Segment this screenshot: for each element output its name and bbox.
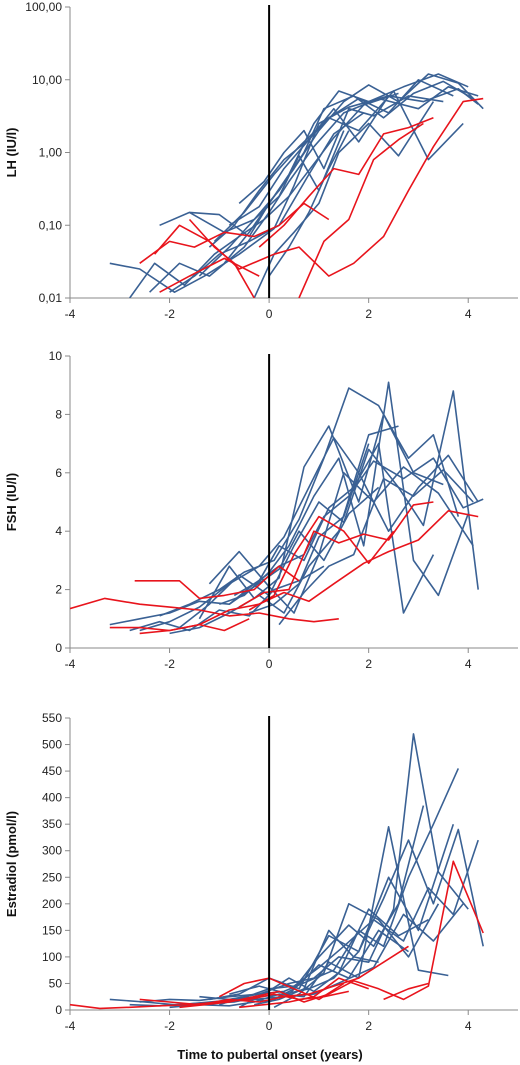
lh-blue-series-line <box>228 95 390 226</box>
fsh-x-tick-label: 0 <box>266 657 273 671</box>
fsh-blue-series-line <box>198 413 444 620</box>
fsh-series-group <box>70 381 484 635</box>
lh-blue-series-line <box>169 112 365 293</box>
estradiol-y-tick-label: 100 <box>42 950 62 964</box>
fsh-red-series-line <box>70 597 339 623</box>
fsh-blue-series-line <box>208 466 474 614</box>
fsh-blue-series-line <box>278 469 474 626</box>
estradiol-y-tick-label: 350 <box>42 817 62 831</box>
lh-blue-series-line <box>253 101 435 298</box>
fsh-x-tick-label: -2 <box>164 657 175 671</box>
fsh-y-tick-label: 4 <box>55 524 62 538</box>
lh-blue-series-line <box>213 90 464 242</box>
estradiol-x-tick-label: 0 <box>266 1019 273 1033</box>
lh-red-series-line <box>159 257 260 293</box>
fsh-blue-series-line <box>159 387 460 617</box>
lh-y-tick-label: 0,10 <box>39 218 63 232</box>
lh-blue-series-line <box>149 86 479 293</box>
estradiol-red-series-line <box>179 860 484 1009</box>
fsh-blue-series-line <box>219 381 469 605</box>
estradiol-blue-series-line <box>199 733 469 1001</box>
lh-blue-series-line <box>223 73 469 264</box>
estradiol-blue-series-line <box>273 902 440 1009</box>
lh-blue-series-line <box>159 80 474 234</box>
estradiol-x-tick-label: -2 <box>164 1019 175 1033</box>
lh-panel: 0,01 0,10 1,00 10,00 100,00 -4 -2 0 2 4 LH (IU/l) <box>4 0 518 321</box>
lh-series-group <box>109 73 484 298</box>
lh-y-tick-label: 0,01 <box>39 291 63 305</box>
lh-x-tick-label: -4 <box>65 307 76 321</box>
estradiol-y-tick-label: 300 <box>42 844 62 858</box>
fsh-blue-series-line <box>129 565 325 632</box>
fsh-blue-series-line <box>139 436 479 632</box>
lh-y-tick-label: 1,00 <box>39 146 63 160</box>
fsh-red-series-line <box>134 565 300 600</box>
lh-y-tick-label: 10,00 <box>32 73 62 87</box>
lh-blue-series-line <box>129 92 399 298</box>
fsh-x-tick-label: 4 <box>465 657 472 671</box>
fsh-x-tick-label: -4 <box>65 657 76 671</box>
fsh-red-series-line <box>238 501 434 608</box>
estradiol-y-tick-label: 150 <box>42 923 62 937</box>
fsh-red-series-line <box>248 515 395 611</box>
estradiol-blue-series-line <box>229 929 409 995</box>
estradiol-y-tick-label: 450 <box>42 764 62 778</box>
estradiol-series-group <box>70 733 484 1010</box>
estradiol-y-tick-label: 500 <box>42 738 62 752</box>
fsh-y-tick-label: 6 <box>55 466 62 480</box>
estradiol-y-tick-label: 0 <box>55 1003 62 1017</box>
lh-x-tick-label: 2 <box>365 307 372 321</box>
fsh-y-tick-label: 8 <box>55 407 62 421</box>
fsh-y-tick-label: 10 <box>49 349 63 363</box>
fsh-x-tick-label: 2 <box>365 657 372 671</box>
estradiol-y-axis-title: Estradiol (pmol/l) <box>4 811 19 917</box>
estradiol-x-tick-label: -4 <box>65 1019 76 1033</box>
estradiol-blue-series-line <box>254 929 379 1006</box>
estradiol-y-tick-label: 550 <box>42 711 62 725</box>
estradiol-y-tick-label: 200 <box>42 897 62 911</box>
fsh-y-tick-label: 2 <box>55 583 62 597</box>
lh-y-tick-label: 100,00 <box>25 0 62 14</box>
estradiol-x-tick-label: 2 <box>365 1019 372 1033</box>
estradiol-red-series-line <box>239 977 369 1009</box>
fsh-panel: 0 2 4 6 8 10 -4 -2 0 2 4 FSH (IU/l) <box>4 349 518 671</box>
estradiol-x-tick-label: 4 <box>465 1019 472 1033</box>
fsh-blue-series-line <box>228 486 380 605</box>
estradiol-red-series-line <box>139 945 409 1006</box>
x-axis-title: Time to pubertal onset (years) <box>177 1047 362 1062</box>
estradiol-y-tick-label: 250 <box>42 870 62 884</box>
lh-x-tick-label: 0 <box>266 307 273 321</box>
lh-y-axis-title: LH (IU/l) <box>4 128 19 178</box>
fsh-blue-series-line <box>233 442 435 614</box>
estradiol-red-series-line <box>218 977 345 1001</box>
estradiol-blue-series-line <box>169 825 449 1009</box>
lh-blue-series-line <box>238 95 444 205</box>
lh-red-series-line <box>139 202 330 264</box>
lh-x-tick-label: -2 <box>164 307 175 321</box>
lh-blue-series-line <box>268 130 350 277</box>
fsh-y-tick-label: 0 <box>55 641 62 655</box>
estradiol-blue-series-line <box>139 768 460 1003</box>
lh-red-series-line <box>188 218 255 298</box>
estradiol-red-series-line <box>383 982 429 1001</box>
estradiol-y-tick-label: 400 <box>42 791 62 805</box>
lh-red-series-line <box>258 117 434 248</box>
fsh-red-series-line <box>139 618 250 635</box>
lh-blue-series-line <box>109 88 479 294</box>
estradiol-y-tick-label: 50 <box>49 976 63 990</box>
lh-red-series-line <box>298 122 424 298</box>
fsh-blue-series-line <box>169 425 399 635</box>
lh-x-tick-label: 4 <box>465 307 472 321</box>
estradiol-panel: 0 50 100 150 200 250 300 350 400 450 500 550 -4 -2 0 2 4… <box>4 711 518 1033</box>
fsh-y-axis-title: FSH (IU/l) <box>4 473 19 532</box>
estradiol-blue-series-line <box>109 828 484 1006</box>
